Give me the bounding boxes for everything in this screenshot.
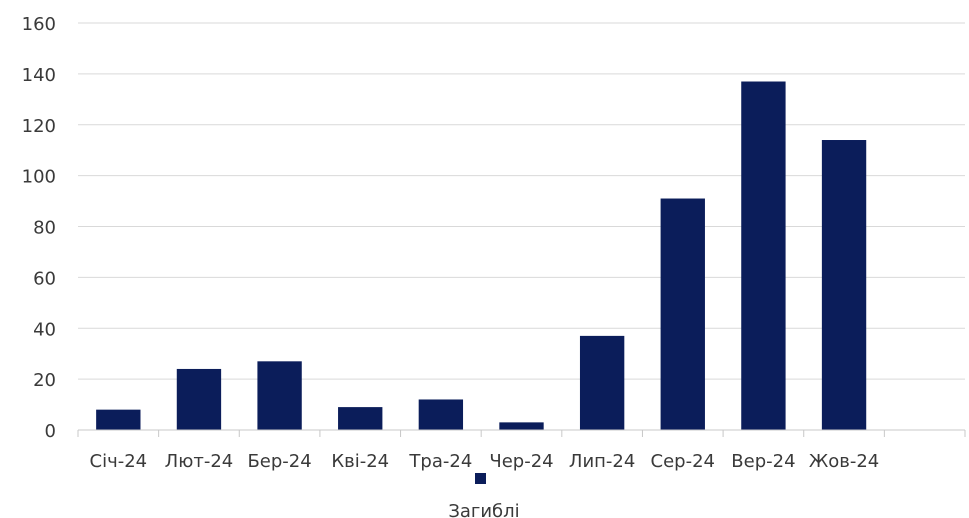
x-tick-label: Січ-24 [90,451,148,472]
x-tick-label: Лют-24 [165,451,234,472]
x-tick-label: Бер-24 [247,451,311,472]
bar [660,198,705,430]
y-axis: 0 20 40 60 80 100 120 140 160 [22,14,56,442]
y-tick-label: 100 [22,167,56,188]
y-tick-label: 160 [22,14,56,35]
y-tick-label: 60 [33,268,56,289]
y-tick-label: 0 [45,421,56,442]
y-tick-label: 140 [22,65,56,86]
legend-label: Загиблі [448,501,519,518]
y-tick-label: 40 [33,319,56,340]
legend-swatch [475,473,486,484]
x-tick-label: Лип-24 [569,451,635,472]
x-tick-label: Чер-24 [489,451,553,472]
y-tick-label: 20 [33,370,56,391]
bar [821,140,867,430]
bar [257,361,302,430]
bar [579,335,625,430]
x-tick-label: Сер-24 [651,451,715,472]
x-tick-label: Тра-24 [408,451,472,472]
legend: Загиблі [448,473,520,518]
bar [499,422,544,430]
bar [176,368,222,430]
bar [338,407,383,430]
gridlines [78,22,965,380]
bar [96,409,141,430]
x-tick-label: Вер-24 [731,451,795,472]
bar [741,81,786,430]
y-tick-label: 120 [22,116,56,137]
bars [96,81,867,430]
y-tick-label: 80 [33,218,56,239]
x-tick-label: Жов-24 [809,451,879,472]
x-axis: Січ-24 Лют-24 Бер-24 Кві-24 Тра-24 Чер-24 Лип-… [77,429,966,472]
x-tick-label: Кві-24 [331,451,389,472]
bar [418,399,464,430]
